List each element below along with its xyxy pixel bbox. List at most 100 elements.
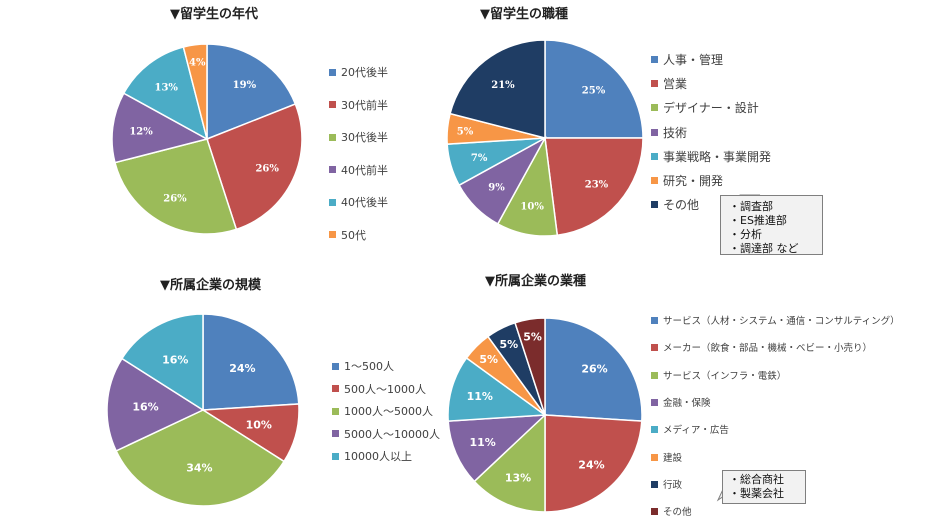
pie-slice-age-0	[206, 43, 297, 141]
legend-item-industry-0: サービス（人材・システム・通信・コンサルティング）	[651, 313, 900, 327]
legend-label: 10000人以上	[344, 450, 412, 463]
legend-swatch	[651, 453, 658, 461]
legend-item-industry-4: メディア・広告	[651, 422, 729, 436]
pie-slice-industry-3	[447, 414, 548, 483]
legend-label: 事業戦略・事業開発	[663, 149, 772, 164]
pie-label-industry-5: 5%	[479, 353, 498, 366]
legend-swatch	[329, 198, 336, 206]
legend-label: 1000人～5000人	[344, 405, 433, 418]
legend-swatch	[332, 430, 339, 437]
pie-slice-industry-1	[544, 414, 643, 513]
pie-slice-size-0	[202, 313, 300, 411]
pie-slice-age-4	[122, 46, 209, 141]
legend-label: 500人～1000人	[344, 382, 426, 396]
legend-item-job-6: その他	[651, 196, 699, 213]
pie-label-age-5: 4%	[189, 58, 206, 69]
pie-slice-industry-0	[544, 317, 643, 422]
pie-slice-size-3	[106, 357, 205, 452]
pie-label-job-4: 7%	[471, 153, 488, 164]
pie-label-age-2: 26%	[163, 193, 187, 204]
legend-item-job-4: 事業戦略・事業開発	[651, 148, 771, 165]
legend-swatch	[332, 362, 339, 370]
pie-slice-job-6	[449, 39, 546, 139]
pie-label-job-0: 25%	[582, 85, 606, 96]
pie-label-industry-7: 5%	[523, 330, 542, 343]
legend-swatch	[651, 398, 658, 406]
pie-slice-job-1	[544, 137, 644, 237]
callout-job-other: ・調査部 ・ES推進部 ・分析 ・調達部 など	[720, 195, 823, 255]
legend-item-job-1: 営業	[651, 75, 687, 92]
legend-label: 建設	[663, 452, 683, 464]
pie-label-industry-2: 13%	[505, 471, 531, 484]
legend-label: 営業	[663, 77, 688, 92]
pie-label-size-0: 24%	[229, 362, 255, 375]
legend-item-size-4: 10000人以上	[332, 448, 412, 464]
legend-swatch	[651, 426, 658, 434]
legend-swatch	[329, 101, 336, 108]
legend-label: 30代後半	[341, 131, 388, 144]
legend-swatch	[329, 231, 336, 238]
pie-label-age-1: 26%	[255, 163, 279, 174]
legend-label: メーカー（飲食・部品・機械・ベビー・小売り）	[663, 343, 873, 355]
pie-slice-size-2	[115, 409, 286, 507]
pie-label-age-0: 19%	[233, 80, 257, 91]
pie-slice-age-5	[182, 43, 208, 140]
legend-item-industry-2: サービス（インフラ・電鉄）	[651, 368, 786, 382]
legend-swatch	[332, 407, 339, 415]
legend-item-job-0: 人事・管理	[651, 51, 723, 68]
legend-item-job-2: デザイナー・設計	[651, 99, 759, 116]
legend-label: 金融・保険	[663, 397, 711, 409]
pie-label-size-4: 16%	[162, 354, 188, 367]
pie-label-job-1: 23%	[585, 179, 609, 190]
legend-label: その他	[663, 198, 700, 213]
pie-label-industry-6: 5%	[500, 338, 519, 351]
legend-item-age-0: 20代後半	[329, 64, 388, 80]
legend-swatch	[329, 68, 336, 76]
legend-item-industry-6: 行政	[651, 477, 682, 491]
pie-label-job-6: 21%	[491, 80, 515, 91]
legend-item-industry-7: その他	[651, 504, 692, 518]
legend-label: サービス（インフラ・電鉄）	[663, 370, 787, 382]
legend-swatch	[329, 166, 336, 173]
pie-slice-age-2	[114, 138, 238, 235]
pie-label-size-1: 10%	[246, 418, 272, 431]
chart-title-job: ▼留学生の職種	[480, 7, 568, 22]
legend-swatch	[329, 133, 336, 141]
legend-swatch	[651, 371, 658, 379]
legend-label: 50代	[341, 228, 366, 242]
pie-slice-age-1	[206, 103, 303, 231]
legend-label: 行政	[663, 479, 683, 491]
legend-item-age-5: 50代	[329, 227, 366, 243]
legend-label: デザイナー・設計	[663, 101, 759, 116]
legend-label: メディア・広告	[663, 425, 729, 437]
legend-swatch	[651, 317, 658, 324]
legend-item-size-1: 500人～1000人	[332, 381, 426, 397]
chart-title-size: ▼所属企業の規模	[160, 278, 261, 293]
callout-line: ・調達部 など	[729, 242, 799, 255]
pie-label-industry-0: 26%	[581, 363, 607, 376]
callout-line: ・調査部	[729, 200, 773, 213]
legend-swatch	[651, 56, 658, 63]
legend-swatch	[651, 152, 658, 160]
legend-swatch	[651, 508, 658, 516]
callout-line: ・分析	[729, 228, 762, 241]
chart-title-age: ▼留学生の年代	[170, 7, 258, 22]
legend-item-industry-5: 建設	[651, 450, 682, 464]
pie-label-age-3: 12%	[129, 127, 153, 138]
pie-label-job-2: 10%	[520, 201, 544, 212]
legend-label: その他	[663, 507, 692, 519]
pie-label-size-2: 34%	[186, 461, 212, 474]
pie-label-size-3: 16%	[132, 400, 158, 413]
legend-label: 1～500人	[344, 360, 394, 373]
legend-label: 人事・管理	[663, 53, 724, 67]
callout-industry-other: ・総合商社 ・製薬会社	[722, 470, 806, 504]
legend-label: 40代後半	[341, 196, 388, 209]
pie-slice-job-0	[544, 39, 644, 139]
legend-swatch	[332, 452, 339, 460]
legend-item-size-3: 5000人～10000人	[332, 426, 440, 442]
legend-label: 研究・開発	[663, 174, 724, 188]
